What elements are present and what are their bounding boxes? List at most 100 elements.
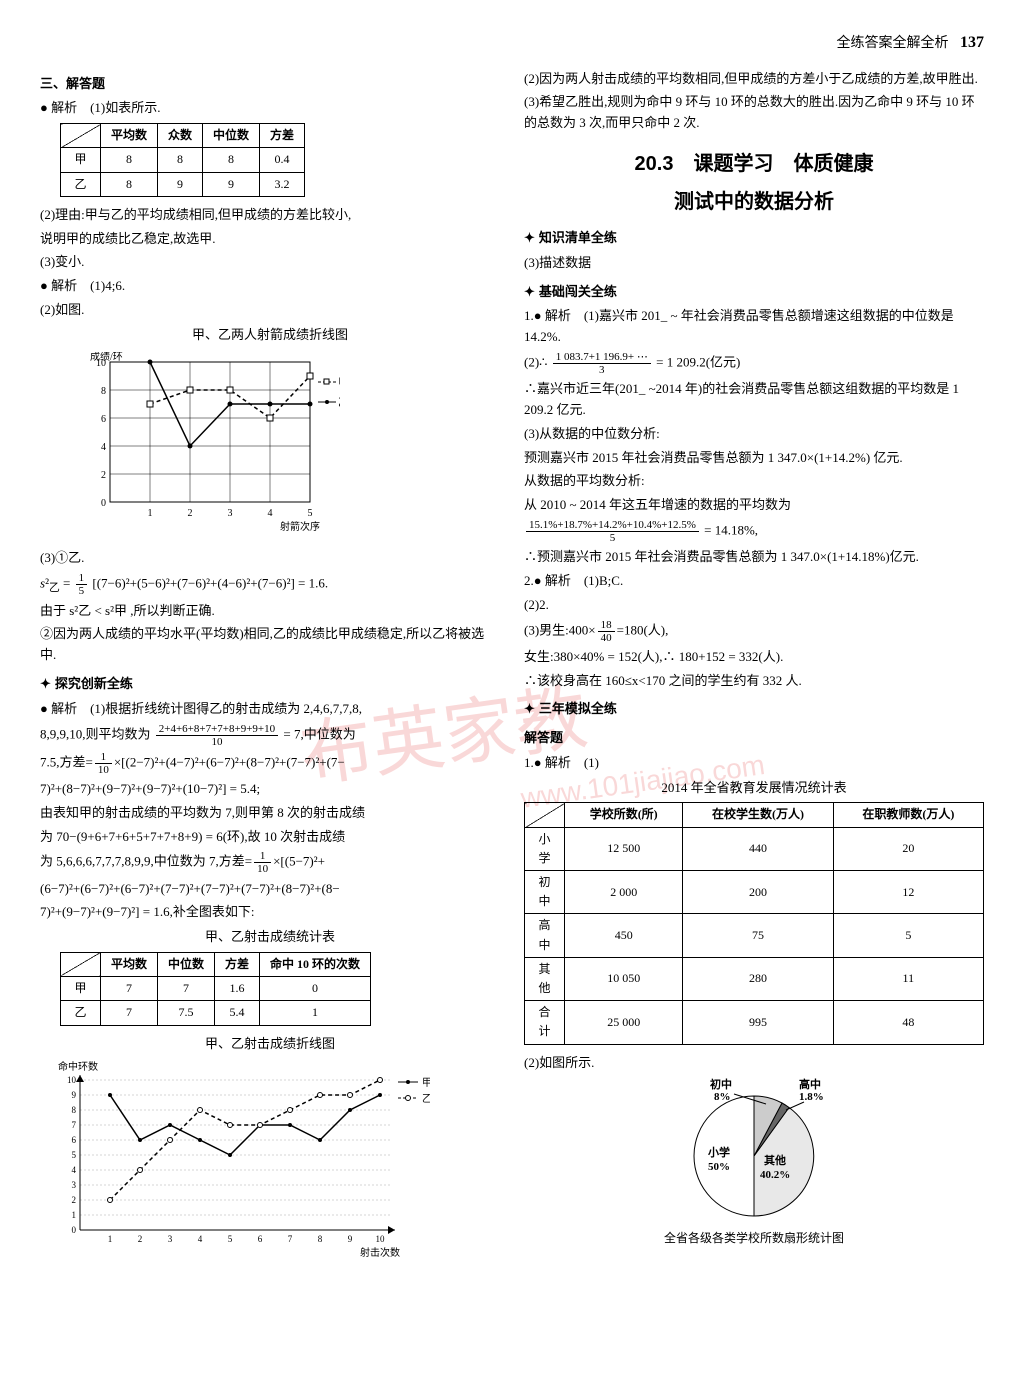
p-reason-a: (2)理由:甲与乙的平均成绩相同,但甲成绩的方差比较小, <box>40 205 500 226</box>
table-1: 平均数 众数 中位数 方差 甲 8 8 8 0.4 乙 8 9 9 3.2 <box>60 123 305 197</box>
svg-text:7: 7 <box>72 1120 77 1130</box>
svg-text:2: 2 <box>188 508 193 519</box>
p-jia-avg2: 为 70−(9+6+7+6+5+7+7+8+9) = 6(环),故 10 次射击… <box>40 827 500 848</box>
table-2: 平均数 中位数 方差 命中 10 环的次数 甲 7 7 1.6 0 乙 7 7.… <box>60 952 371 1026</box>
q1-3c: 从数据的平均数分析: <box>524 471 984 492</box>
q2-3a: (3)男生:400×1840=180(人), <box>524 619 984 644</box>
svg-text:1.8%: 1.8% <box>799 1091 824 1103</box>
table-2-caption: 甲、乙射击成绩统计表 <box>40 927 500 948</box>
q1-3b: 预测嘉兴市 2015 年社会消费品零售总额为 1 347.0×(1+14.2%)… <box>524 448 984 469</box>
q1-3e: 15.1%+18.7%+14.2%+10.4%+12.5%5 = 14.18%, <box>524 519 984 544</box>
svg-text:2: 2 <box>72 1195 77 1205</box>
svg-text:4: 4 <box>268 508 273 519</box>
section-explore: 探究创新全练 <box>40 674 500 695</box>
svg-text:6: 6 <box>101 414 106 425</box>
svg-text:射击次数: 射击次数 <box>360 1246 400 1259</box>
svg-text:50%: 50% <box>708 1161 730 1173</box>
svg-text:成绩/环: 成绩/环 <box>90 352 123 363</box>
table-3-caption: 2014 年全省教育发展情况统计表 <box>524 778 984 799</box>
breadcrumb: 全练答案全解全析 <box>837 36 949 51</box>
avg-line: 8,9,9,10,则平均数为 2+4+6+8+7+7+8+9+9+1010 = … <box>40 723 500 748</box>
page-number: 137 <box>960 34 984 51</box>
analysis-3: ● 解析 (1)根据折线统计图得乙的射击成绩为 2,4,6,7,7,8, <box>40 699 500 720</box>
q2-head: 2.● 解析 (1)B;C. <box>524 571 984 592</box>
chart-1: 10 8 6 4 2 0 1 2 3 4 5 成绩/环 射箭次序 甲 乙 <box>80 352 500 539</box>
p2-top: (2)因为两人射击成绩的平均数相同,但甲成绩的方差小于乙成绩的方差,故甲胜出. <box>524 69 984 90</box>
svg-text:初中: 初中 <box>710 1077 732 1091</box>
svg-text:5: 5 <box>228 1234 233 1244</box>
svg-text:1: 1 <box>108 1234 113 1244</box>
p-pie-intro: (2)如图所示. <box>524 1053 984 1074</box>
svg-text:乙: 乙 <box>338 396 340 409</box>
analysis-2-head: ● 解析 (1)4;6. <box>40 276 500 297</box>
table-1-diag <box>61 124 101 148</box>
table-1-col-0: 平均数 <box>101 124 158 148</box>
section-3yr: 三年模拟全练 <box>524 699 984 720</box>
q1-2: (2)∴ 1 083.7+1 196.9+ ⋯3 = 1 209.2(亿元) <box>524 351 984 376</box>
p-judge: 由于 s²乙 < s²甲 ,所以判断正确. <box>40 601 500 622</box>
q1-3d: 从 2010 ~ 2014 年这五年增速的数据的平均数为 <box>524 495 984 516</box>
table-1-col-2: 中位数 <box>203 124 260 148</box>
svg-text:小学: 小学 <box>707 1145 730 1159</box>
svg-text:5: 5 <box>308 508 313 519</box>
table-1-col-3: 方差 <box>260 124 305 148</box>
chapter-title-2: 测试中的数据分析 <box>524 186 984 218</box>
svg-text:10: 10 <box>67 1075 77 1085</box>
p-reason-b: 说明甲的成绩比乙稳定,故选甲. <box>40 229 500 250</box>
p-75: 7.5,方差=110×[(2−7)²+(4−7)²+(6−7)²+(8−7)²+… <box>40 751 500 776</box>
q2-2: (2)2. <box>524 595 984 616</box>
svg-text:6: 6 <box>72 1135 77 1145</box>
svg-text:甲: 甲 <box>338 377 340 389</box>
svg-text:1: 1 <box>72 1210 77 1220</box>
p-know: (3)描述数据 <box>524 253 984 274</box>
svg-text:甲: 甲 <box>422 1078 430 1089</box>
section-knowledge: 知识清单全练 <box>524 228 984 249</box>
svg-text:0: 0 <box>101 498 106 509</box>
svg-text:8: 8 <box>72 1105 77 1115</box>
svg-text:高中: 高中 <box>799 1077 821 1091</box>
q2-3b: 女生:380×40% = 152(人),∴ 180+152 = 332(人). <box>524 647 984 668</box>
svg-text:乙: 乙 <box>422 1093 430 1105</box>
svg-text:40.2%: 40.2% <box>760 1169 790 1181</box>
p-smaller: (3)变小. <box>40 252 500 273</box>
variance-formula: s²乙 = 15 [(7−6)²+(5−6)²+(7−6)²+(4−6)²+(7… <box>40 572 500 597</box>
chapter-title-1: 20.3 课题学习 体质健康 <box>524 148 984 180</box>
left-column: 三、解答题 ● 解析 (1)如表所示. 平均数 众数 中位数 方差 甲 8 8 … <box>40 66 500 1278</box>
chart-2: 命中环数 012 345 678 910 123 456 789 10 射击次数… <box>50 1060 500 1267</box>
svg-text:6: 6 <box>258 1234 263 1244</box>
analysis-1-head: ● 解析 (1)如表所示. <box>40 98 500 119</box>
svg-text:4: 4 <box>198 1234 203 1244</box>
page-header: 全练答案全解全析 137 <box>40 30 984 56</box>
svg-text:其他: 其他 <box>764 1153 786 1167</box>
q1-3f: ∴预测嘉兴市 2015 年社会消费品零售总额为 1 347.0×(1+14.18… <box>524 547 984 568</box>
svg-text:全省各级各类学校所数扇形统计图: 全省各级各类学校所数扇形统计图 <box>664 1230 844 1245</box>
svg-text:2: 2 <box>101 470 106 481</box>
section-answers-2: 解答题 <box>524 728 984 749</box>
p-jia-avg: 由表知甲的射击成绩的平均数为 7,则甲第 8 次的射击成绩 <box>40 803 500 824</box>
q1-head: 1.● 解析 (1)嘉兴市 201_ ~ 年社会消费品零售总额增速这组数据的中位… <box>524 306 984 348</box>
svg-text:4: 4 <box>72 1165 77 1175</box>
right-column: (2)因为两人射击成绩的平均数相同,但甲成绩的方差小于乙成绩的方差,故甲胜出. … <box>524 66 984 1278</box>
table-3: 学校所数(所) 在校学生数(万人) 在职教师数(万人) 小学12 5004402… <box>524 802 984 1044</box>
chart-1-title: 甲、乙两人射箭成绩折线图 <box>40 325 500 346</box>
svg-text:5: 5 <box>72 1150 77 1160</box>
svg-text:1: 1 <box>148 508 153 519</box>
svg-text:8: 8 <box>318 1234 323 1244</box>
q1-3yr: 1.● 解析 (1) <box>524 753 984 774</box>
p-chart1-intro: (2)如图. <box>40 300 500 321</box>
svg-text:8: 8 <box>101 386 106 397</box>
svg-text:10: 10 <box>376 1234 386 1244</box>
p-3-1: (3)①乙. <box>40 548 500 569</box>
q1-3a: (3)从数据的中位数分析: <box>524 424 984 445</box>
svg-text:7: 7 <box>288 1234 293 1244</box>
svg-text:2: 2 <box>138 1234 143 1244</box>
svg-text:8%: 8% <box>714 1091 731 1103</box>
svg-text:0: 0 <box>72 1225 77 1235</box>
p-jia-list2: (6−7)²+(6−7)²+(6−7)²+(7−7)²+(7−7)²+(7−7)… <box>40 879 500 900</box>
p3-top: (3)希望乙胜出,规则为命中 9 环与 10 环的总数大的胜出.因为乙命中 9 … <box>524 92 984 134</box>
svg-text:9: 9 <box>348 1234 353 1244</box>
svg-text:射箭次序: 射箭次序 <box>280 520 320 532</box>
p-jia-list3: 7)²+(9−7)²+(9−7)²] = 1.6,补全图表如下: <box>40 902 500 923</box>
q1-2b: ∴嘉兴市近三年(201_ ~2014 年)的社会消费品零售总额这组数据的平均数是… <box>524 379 984 421</box>
p-q2: ②因为两人成绩的平均水平(平均数)相同,乙的成绩比甲成绩稳定,所以乙将被选中. <box>40 624 500 666</box>
